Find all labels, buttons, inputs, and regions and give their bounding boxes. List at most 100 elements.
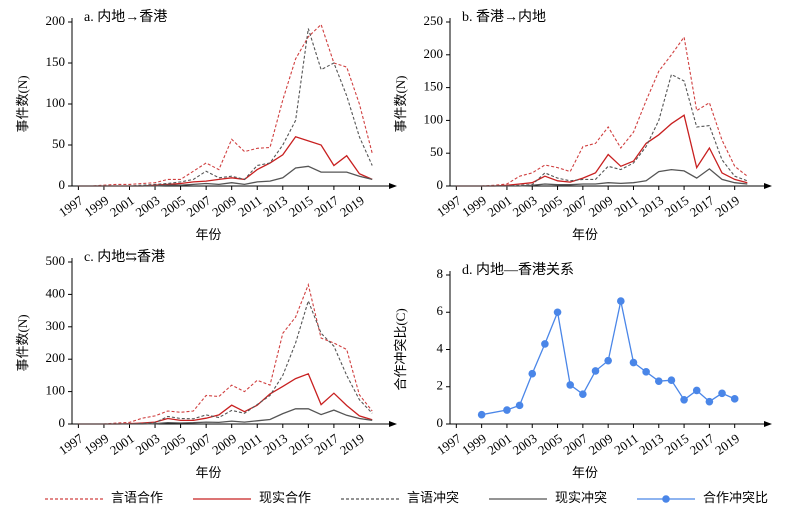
y-tick-label: 0 [59,177,66,192]
x-tick-label: 2005 [535,193,565,220]
x-tick-label: 2017 [311,192,341,219]
y-tick-label: 100 [46,383,66,398]
y-tick-label: 300 [46,318,66,333]
x-tick-label: 2007 [184,430,214,457]
series-line [78,28,373,187]
x-axis-label: 年份 [195,227,221,242]
x-tick-label: 1999 [81,431,111,458]
x-tick-label: 1997 [56,192,86,219]
y-axis-label: 事件数(N) [393,75,408,132]
y-tick-label: 8 [437,266,444,281]
series-point [629,358,638,367]
series-point [579,390,587,399]
series-point [528,369,537,378]
series-point [591,367,600,375]
y-axis-label: 事件数(N) [15,314,30,371]
y-tick-label: 200 [424,46,444,61]
x-axis-arrow [764,183,772,189]
y-tick-label: 100 [46,95,66,110]
x-tick-label: 2015 [662,193,692,220]
x-tick-label: 2007 [184,192,214,219]
y-tick-label: 400 [46,285,66,300]
series-point [617,297,625,305]
x-tick-label: 2005 [535,431,565,458]
x-tick-label: 1999 [459,431,489,458]
x-tick-label: 2013 [260,193,290,220]
x-tick-label: 2001 [484,193,514,220]
series-line [456,35,748,187]
series-point [553,308,562,317]
legend-label: 现实冲突 [555,490,607,505]
x-tick-label: 2013 [636,193,666,220]
x-tick-label: 2015 [662,431,692,458]
panel-title: a. 内地→香港 [84,9,167,25]
y-tick-label: 150 [46,54,66,69]
series-line [78,165,373,187]
x-tick-label: 2019 [337,431,367,458]
y-tick-label: 150 [424,79,444,94]
series-line [78,299,373,425]
legend-label: 言语冲突 [407,490,459,505]
x-tick-label: 2013 [636,431,666,458]
panel-title: c. 内地⇆香港 [84,249,165,265]
x-tick-label: 1999 [81,193,111,220]
panel-title: d. 内地—香港关系 [462,262,574,278]
y-tick-label: 100 [424,111,444,126]
series-point [566,381,575,389]
x-axis-label: 年份 [572,465,598,480]
series-point [667,376,676,385]
y-tick-label: 0 [437,177,444,192]
series-point [477,410,486,419]
x-tick-label: 2011 [611,193,641,220]
series-point [642,368,650,376]
series-line [78,372,373,425]
series-point [692,386,701,395]
y-tick-label: 50 [52,136,65,151]
series-point [654,377,663,385]
legend-label: 合作冲突比 [703,490,768,505]
y-axis-label: 合作冲突比(C) [393,308,408,390]
y-tick-label: 4 [437,340,444,355]
series-line [78,136,373,187]
x-tick-label: 2019 [712,431,742,458]
series-line [78,23,373,187]
y-tick-label: 0 [59,415,66,430]
legend-marker [662,495,670,503]
x-axis-arrow [389,183,397,189]
x-tick-label: 2011 [235,193,265,220]
y-tick-label: 200 [46,13,66,28]
y-tick-label: 0 [437,415,444,430]
x-tick-label: 2001 [484,431,514,458]
series-point [730,395,739,403]
y-axis-label: 事件数(N) [15,75,30,132]
series-point [515,401,524,410]
series-point [705,397,714,406]
x-tick-label: 2013 [260,431,290,458]
series-line [78,408,373,425]
x-tick-label: 2001 [107,431,137,458]
y-tick-label: 6 [437,303,444,318]
y-tick-label: 500 [46,253,66,268]
x-tick-label: 1999 [459,193,489,220]
series-line [456,73,748,187]
y-tick-label: 200 [46,350,66,365]
x-tick-label: 2009 [209,193,239,220]
legend-label: 言语合作 [111,490,163,505]
x-axis-arrow [764,421,772,427]
series-point [718,389,726,398]
x-axis-arrow [389,421,397,427]
x-tick-label: 2011 [235,431,265,458]
x-tick-label: 2003 [510,193,540,220]
x-tick-label: 2019 [712,193,742,220]
y-tick-label: 250 [424,13,444,28]
x-tick-label: 2019 [337,193,367,220]
y-tick-label: 2 [437,378,444,393]
series-point [604,356,612,365]
series-line [78,282,373,425]
x-axis-label: 年份 [195,465,221,480]
x-tick-label: 2011 [611,431,641,458]
y-tick-label: 50 [430,144,443,159]
x-tick-label: 2015 [286,193,316,220]
series-point [680,395,688,404]
